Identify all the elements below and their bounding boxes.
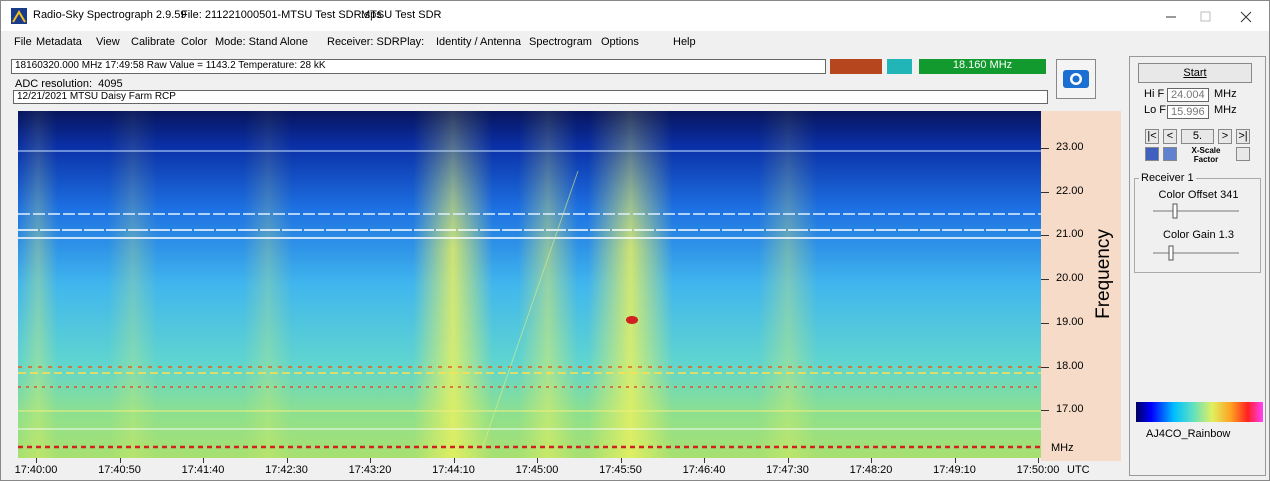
x-tick-label: 17:45:50: [599, 464, 643, 476]
y-tick-label: 21.00: [1056, 228, 1084, 240]
x-tick-label: 17:46:40: [682, 464, 726, 476]
menu-item[interactable]: Options: [601, 36, 639, 48]
tick-mark: [1041, 235, 1049, 236]
y-tick-label: 19.00: [1056, 316, 1084, 328]
x-tick-label: 17:50:00: [1016, 464, 1060, 476]
x-tick-label: 17:42:30: [265, 464, 309, 476]
y-tick-label: 18.00: [1056, 360, 1084, 372]
offset-slider[interactable]: [1151, 203, 1243, 219]
tick-mark: [621, 458, 622, 463]
x-scale-label: X-Scale Factor: [1189, 146, 1223, 164]
tick-mark: [287, 458, 288, 463]
y-tick-label: 20.00: [1056, 272, 1084, 284]
menu-item[interactable]: Mode: Stand Alone: [215, 36, 308, 48]
tick-mark: [1041, 279, 1049, 280]
y-unit: MHz: [1051, 442, 1074, 454]
menu-item[interactable]: Calibrate: [131, 36, 175, 48]
camera-button[interactable]: [1056, 59, 1096, 99]
readout: 18160320.000 MHz 17:49:58 Raw Value = 11…: [11, 59, 826, 74]
group-label: Receiver 1: [1139, 172, 1196, 184]
icon-button[interactable]: [1163, 147, 1177, 161]
tick-mark: [955, 458, 956, 463]
gain-slider[interactable]: [1151, 245, 1243, 261]
x-tick-label: 17:44:10: [432, 464, 476, 476]
lo-f-input[interactable]: 15.996: [1167, 105, 1209, 119]
menu-item[interactable]: Identity / Antenna: [436, 36, 521, 48]
tick-mark: [1041, 410, 1049, 411]
unit: MHz: [1214, 88, 1237, 100]
nav-button[interactable]: 5.: [1181, 129, 1214, 144]
tick-mark: [788, 458, 789, 463]
tick-mark: [370, 458, 371, 463]
color-swatch: [830, 59, 882, 74]
app-icon: [11, 8, 27, 24]
window: Radio-Sky Spectrograph 2.9.59 File: 2112…: [0, 0, 1270, 481]
y-tick-label: 22.00: [1056, 185, 1084, 197]
tick-mark: [704, 458, 705, 463]
palette-bar: [1136, 402, 1263, 422]
menu-item[interactable]: Color: [181, 36, 207, 48]
tick-mark: [1041, 323, 1049, 324]
x-tick-label: 17:48:20: [849, 464, 893, 476]
axis-label: Frequency: [1093, 229, 1115, 319]
start-button[interactable]: Start: [1138, 63, 1252, 83]
menu-item[interactable]: Metadata: [36, 36, 82, 48]
tick-mark: [203, 458, 204, 463]
color-offset-label: Color Offset 341: [1136, 189, 1261, 201]
window-controls[interactable]: [1161, 9, 1261, 25]
x-tick-label: 17:41:40: [181, 464, 225, 476]
station-name: MTSU Test SDR: [361, 9, 441, 21]
x-tick-label: 17:49:10: [933, 464, 977, 476]
tick-mark: [1038, 458, 1039, 463]
palette-name: AJ4CO_Rainbow: [1146, 428, 1230, 440]
tick-mark: [871, 458, 872, 463]
y-tick-label: 23.00: [1056, 141, 1084, 153]
x-tick-label: 17:40:00: [14, 464, 58, 476]
hi-f-input[interactable]: 24.004: [1167, 88, 1209, 102]
lo-f-label: Lo F: [1144, 104, 1166, 116]
frequency-display: 18.160 MHz: [919, 59, 1046, 74]
tick-mark: [454, 458, 455, 463]
menu-item[interactable]: File: [14, 36, 32, 48]
x-tick-label: 17:43:20: [348, 464, 392, 476]
tick-mark: [120, 458, 121, 463]
icon-button[interactable]: [1145, 147, 1159, 161]
notes: 12/21/2021 MTSU Daisy Farm RCP: [13, 90, 1048, 104]
x-tick-label: 17:47:30: [766, 464, 810, 476]
tick-mark: [537, 458, 538, 463]
nav-button[interactable]: >: [1218, 129, 1232, 144]
color-gain-label: Color Gain 1.3: [1136, 229, 1261, 241]
file-name: File: 211221000501-MTSU Test SDR.sps: [181, 9, 382, 21]
adc-resolution: ADC resolution: 4095: [15, 78, 123, 90]
hi-f-label: Hi F: [1144, 88, 1164, 100]
tick-mark: [1041, 367, 1049, 368]
x-tick-label: 17:45:00: [515, 464, 559, 476]
y-tick-label: 17.00: [1056, 403, 1084, 415]
tick-mark: [1041, 192, 1049, 193]
icon-button[interactable]: [1236, 147, 1250, 161]
menu-item[interactable]: Spectrogram: [529, 36, 592, 48]
app-title: Radio-Sky Spectrograph 2.9.59: [33, 9, 186, 21]
nav-button[interactable]: >|: [1236, 129, 1250, 144]
x-tick-label: 17:40:50: [98, 464, 142, 476]
nav-button[interactable]: <: [1163, 129, 1177, 144]
menu-item[interactable]: Help: [673, 36, 696, 48]
color-swatch: [887, 59, 912, 74]
spectrogram: [18, 111, 1041, 458]
nav-button[interactable]: |<: [1145, 129, 1159, 144]
menu-item[interactable]: Receiver: SDRPlay:: [327, 36, 424, 48]
unit: MHz: [1214, 104, 1237, 116]
menu-item[interactable]: View: [96, 36, 120, 48]
tick-mark: [36, 458, 37, 463]
tick-mark: [1041, 148, 1049, 149]
x-unit: UTC: [1067, 464, 1090, 476]
